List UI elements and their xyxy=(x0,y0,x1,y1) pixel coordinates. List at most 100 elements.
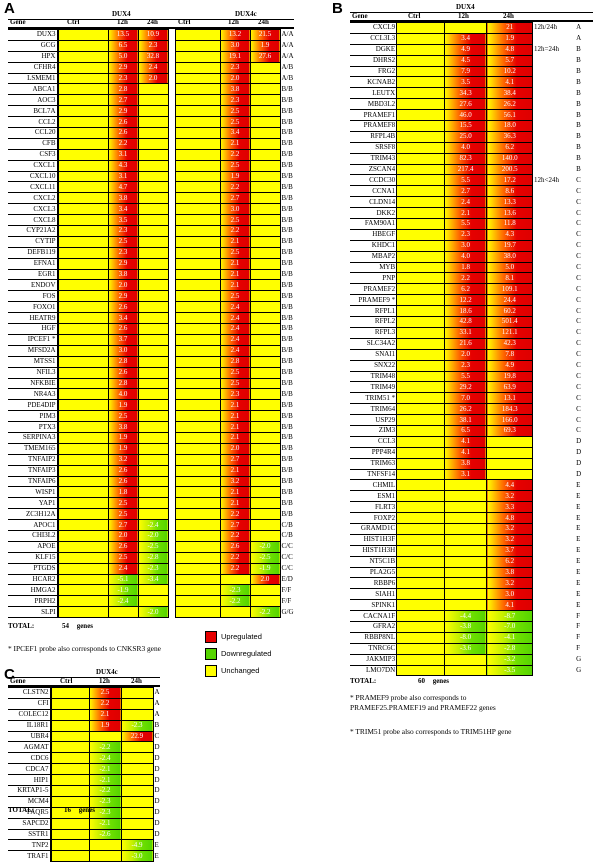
panel-a-total-label: TOTAL: xyxy=(8,622,35,630)
value-12h: -2.6 xyxy=(88,828,122,841)
value-24h: -2.0 xyxy=(137,529,169,542)
value-12h: 4.5 xyxy=(443,54,488,67)
value-12h: 33.1 xyxy=(443,326,488,339)
ctrl-cell xyxy=(57,116,109,129)
table-row: TNRC6C -3.6 -2.8 F xyxy=(350,642,600,655)
table-row: SIAH1 3.0 E xyxy=(350,588,600,601)
cluster-note xyxy=(533,240,576,251)
table-row: CSF3 3.1 2.2 B/B xyxy=(8,148,300,161)
ctrl-cell xyxy=(396,120,445,132)
cluster-label: B/B xyxy=(281,215,293,224)
gene-name: CXCL9 xyxy=(350,22,397,34)
value-24h xyxy=(137,214,169,227)
value-24h xyxy=(137,355,169,368)
gene-name: CCL3L3 xyxy=(350,32,397,45)
ctrl-cell xyxy=(57,203,109,216)
value-24h: 18.0 xyxy=(486,120,534,132)
cluster-label: A/B xyxy=(281,74,294,82)
cluster-note xyxy=(533,534,576,545)
cluster-label: D xyxy=(154,753,160,762)
value-12h: 2.6 xyxy=(107,127,139,139)
ctrl-cell xyxy=(174,137,221,150)
table-row: ZSCAN4 217.4 200.5 B xyxy=(350,163,600,176)
value-12h: -1.9 xyxy=(107,584,139,597)
spacer xyxy=(168,62,175,73)
table-row: TNFAIP2 3.2 2.7 B/B xyxy=(8,453,300,466)
spacer xyxy=(168,400,175,411)
panel-b-total: TOTAL: 60 genes xyxy=(350,677,449,685)
cluster-note xyxy=(533,349,576,360)
panel-b-col-ctrl: Ctrl xyxy=(408,12,421,20)
gene-name: TRAF1 xyxy=(8,850,50,862)
ctrl-cell xyxy=(396,370,445,383)
value-24h: 8.1 xyxy=(486,272,534,285)
legend-swatch-unchanged xyxy=(205,664,217,677)
gene-name: CCDC30 xyxy=(350,174,397,187)
ctrl-cell xyxy=(396,54,445,67)
value-24h: 6.2 xyxy=(486,141,534,154)
ctrl-cell xyxy=(174,257,221,270)
value-24h: 32.8 xyxy=(137,50,169,63)
value-12h: 1.9 xyxy=(88,719,122,732)
cluster-label: C xyxy=(576,263,581,272)
value-24h: -3.5 xyxy=(486,664,534,677)
cluster-label: D xyxy=(576,469,582,478)
cluster-label: D xyxy=(154,775,160,784)
table-row: NT5C1B 6.2 E xyxy=(350,555,600,568)
cluster-note xyxy=(533,589,576,600)
table-row: PRAMEF2 6.2 109.1 C xyxy=(350,283,600,296)
value-12h: -2.1 xyxy=(88,763,122,776)
value-24h xyxy=(249,192,281,205)
ctrl-cell xyxy=(57,453,109,466)
ctrl-cell xyxy=(174,105,221,118)
value-12h: 3.5 xyxy=(443,76,488,89)
spacer xyxy=(168,574,175,585)
cluster-label: C xyxy=(576,404,581,413)
spacer xyxy=(168,454,175,465)
value-12h: 2.8 xyxy=(107,355,139,368)
gene-name: FRG2 xyxy=(350,65,397,77)
value-24h xyxy=(249,148,281,161)
table-row: FRG2 7.9 10.2 B xyxy=(350,65,600,78)
table-row: SAPCD2 -2.1 D xyxy=(8,817,168,830)
ctrl-cell xyxy=(57,301,109,314)
table-row: BCL7A 2.9 2.5 B/B xyxy=(8,105,300,118)
value-12h xyxy=(88,850,122,862)
value-24h: -2.8 xyxy=(486,642,534,655)
ctrl-cell xyxy=(57,562,109,575)
value-24h: -2.5 xyxy=(249,551,281,564)
value-12h: 2.6 xyxy=(107,301,139,314)
cluster-label: B xyxy=(576,154,581,163)
ctrl-cell xyxy=(57,235,109,248)
gene-name: RFPL3 xyxy=(350,326,397,339)
ctrl-cell xyxy=(396,76,445,89)
value-24h xyxy=(137,421,169,433)
gene-name: TRIM43 xyxy=(350,152,397,165)
gene-name: JAKMIP3 xyxy=(350,653,397,666)
table-row: YAP1 2.5 2.1 B/B xyxy=(8,497,300,510)
gene-name: RBBP6 xyxy=(350,577,397,589)
ctrl-cell xyxy=(50,839,90,852)
cluster-note xyxy=(533,251,576,262)
ctrl-cell xyxy=(50,763,90,776)
table-row: SPINK1 4.1 E xyxy=(350,599,600,612)
value-12h: 3.0 xyxy=(107,344,139,357)
ctrl-cell xyxy=(396,250,445,263)
legend-swatch-upregulated xyxy=(205,630,217,643)
gene-name: CHI3L2 xyxy=(8,529,57,542)
gene-name: HBEGF xyxy=(350,228,397,241)
ctrl-cell xyxy=(396,588,445,601)
panel-a-total-unit: genes xyxy=(76,622,94,630)
value-24h xyxy=(249,137,281,150)
value-12h: 2.6 xyxy=(219,540,251,553)
value-12h: 3.7 xyxy=(107,333,139,346)
value-12h: 4.0 xyxy=(443,141,488,154)
ctrl-cell xyxy=(174,235,221,248)
value-24h xyxy=(249,453,281,466)
ctrl-cell xyxy=(174,595,221,608)
value-12h: 82.3 xyxy=(443,152,488,165)
ctrl-cell xyxy=(396,65,445,78)
value-24h xyxy=(249,72,281,85)
value-24h: -4.9 xyxy=(120,839,154,852)
value-24h xyxy=(120,687,154,699)
